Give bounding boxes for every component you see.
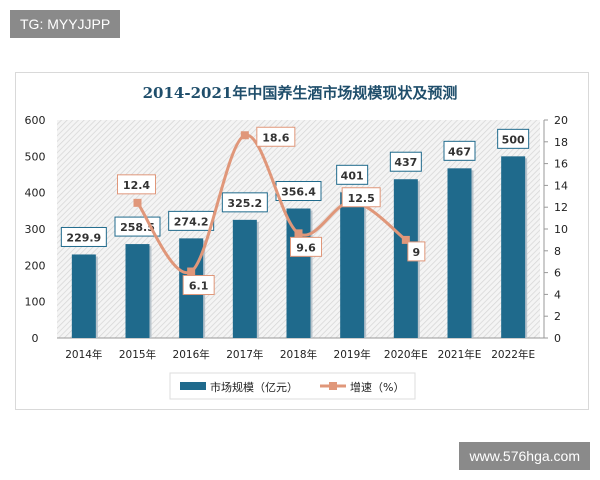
- growth-label-box: [182, 275, 215, 296]
- x-tick: 2016年: [173, 348, 210, 361]
- watermark-top-left: TG: MYYJJPP: [10, 10, 121, 38]
- y-left-tick: 100: [25, 296, 46, 309]
- y-right-tick: 8: [554, 245, 561, 258]
- y-right-tick: 0: [554, 332, 561, 345]
- y-right-tick: 6: [554, 267, 561, 280]
- x-tick: 2017年: [226, 348, 263, 361]
- y-right-tick: 4: [554, 288, 561, 301]
- bar-label: 467: [448, 145, 471, 158]
- bar-label-box: [389, 151, 422, 172]
- growth-label-box: [256, 126, 296, 147]
- growth-label-box: [341, 187, 381, 208]
- y-left-tick: 400: [25, 187, 46, 200]
- watermark-bottom-right: www.576hga.com: [459, 442, 590, 470]
- chart-title: 2014-2021年中国养生酒市场规模现状及预测: [142, 84, 458, 102]
- bar-label-box: [443, 140, 476, 161]
- bar: [340, 192, 365, 338]
- bar-label-box: [60, 226, 107, 247]
- growth-label: 12.4: [123, 179, 150, 192]
- y-right-tick: 18: [554, 136, 568, 149]
- bar-label: 258.5: [120, 221, 155, 234]
- growth-marker: [187, 267, 196, 276]
- growth-label: 18.6: [262, 131, 289, 144]
- x-tick: 2022年E: [491, 348, 535, 361]
- y-left-tick: 0: [32, 332, 39, 345]
- growth-marker: [401, 235, 410, 244]
- y-right-tick: 16: [554, 158, 568, 171]
- bar-label: 325.2: [227, 197, 262, 210]
- growth-label-box: [117, 174, 156, 195]
- growth-marker: [133, 198, 142, 207]
- bar-label-box: [336, 164, 369, 185]
- legend-line-marker: [329, 382, 337, 390]
- growth-label: 9.6: [296, 241, 316, 254]
- bar: [125, 244, 150, 338]
- bar-label-box: [497, 128, 530, 149]
- bar-label: 274.2: [174, 215, 209, 228]
- bar: [71, 254, 96, 338]
- growth-label-box: [407, 241, 426, 262]
- growth-marker: [294, 229, 303, 238]
- y-right-tick: 20: [554, 114, 568, 127]
- x-tick: 2020年E: [384, 348, 428, 361]
- bar: [286, 208, 311, 338]
- bar-label: 437: [394, 156, 417, 169]
- bar-label: 500: [502, 133, 525, 146]
- growth-label: 9: [413, 246, 421, 259]
- x-tick: 2015年: [119, 348, 156, 361]
- bar-label: 229.9: [66, 231, 101, 244]
- x-tick: 2021年E: [438, 348, 482, 361]
- y-left-tick: 600: [25, 114, 46, 127]
- x-tick: 2018年: [280, 348, 317, 361]
- y-left-tick: 500: [25, 150, 46, 163]
- legend: [169, 372, 416, 400]
- bar-label-box: [221, 192, 268, 213]
- y-right-tick: 14: [554, 179, 568, 192]
- growth-label-box: [290, 236, 322, 257]
- bar-label: 356.4: [281, 186, 316, 199]
- chart-frame: [15, 72, 589, 410]
- growth-label: 6.1: [189, 280, 209, 293]
- legend-bar-swatch: [180, 382, 206, 390]
- bar: [501, 156, 526, 338]
- bar-label: 401: [341, 169, 364, 182]
- y-right-tick: 10: [554, 223, 568, 236]
- legend-bar-label: 市场规模（亿元）: [210, 380, 298, 394]
- y-left-tick: 300: [25, 223, 46, 236]
- bar: [232, 219, 257, 338]
- legend-line-label: 增速（%）: [350, 380, 404, 394]
- bar: [447, 168, 472, 338]
- y-right-tick: 12: [554, 201, 568, 214]
- growth-label: 12.5: [348, 192, 375, 205]
- x-tick: 2019年: [334, 348, 371, 361]
- y-left-tick: 200: [25, 259, 46, 272]
- y-right-tick: 2: [554, 310, 561, 323]
- growth-marker: [240, 131, 249, 140]
- x-tick: 2014年: [65, 348, 102, 361]
